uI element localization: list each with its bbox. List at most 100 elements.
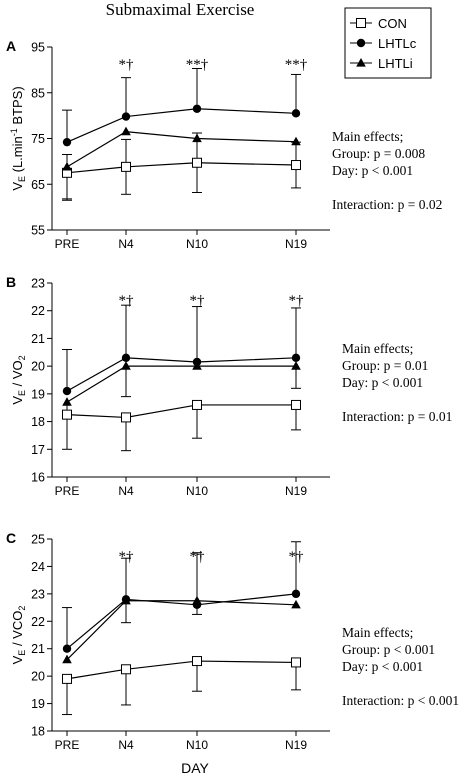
stats-annotation: Day: p < 0.001 xyxy=(342,659,423,674)
x-tick-label: PRE xyxy=(55,237,80,251)
y-tick-label: 21 xyxy=(31,642,45,656)
x-tick-label: N19 xyxy=(285,237,307,251)
lhtlc-marker xyxy=(291,353,301,363)
stats-annotation: Day: p < 0.001 xyxy=(342,375,423,390)
x-axis-label: DAY xyxy=(181,760,209,776)
panel-a: A 55 65 75 85 95 PRE N4 N10 N19 VE (L.min-1 BTPS) *… xyxy=(6,38,442,251)
lhtli-line xyxy=(66,600,297,661)
lhtli-marker xyxy=(62,654,72,664)
y-tick-label: 19 xyxy=(31,697,45,711)
y-tick-label: 85 xyxy=(31,86,45,100)
con-line xyxy=(66,162,297,174)
y-tick-label: 17 xyxy=(31,443,45,457)
con-marker xyxy=(291,657,301,668)
y-axis-label: VE (L.min-1 BTPS) xyxy=(9,86,27,190)
x-tick-label: PRE xyxy=(55,738,80,752)
panel-label: A xyxy=(6,38,16,54)
lhtli-marker xyxy=(192,595,202,605)
con-marker xyxy=(62,673,72,684)
x-tick-label: N4 xyxy=(118,738,134,752)
x-tick-label: N19 xyxy=(285,484,307,498)
stats-annotation: Main effects; xyxy=(342,625,413,640)
lhtli-marker xyxy=(121,361,131,370)
y-tick-label: 55 xyxy=(31,224,45,238)
y-tick-label: 18 xyxy=(31,415,45,429)
con-line xyxy=(66,404,296,419)
legend-label: LHTLc xyxy=(378,36,417,51)
x-tick-label: N10 xyxy=(186,738,208,752)
y-axis-label: VE / VCO2 xyxy=(10,606,27,665)
x-tick-label: N19 xyxy=(285,738,307,752)
y-tick-label: 16 xyxy=(31,471,45,485)
lhtli-marker xyxy=(121,126,131,136)
y-tick-label: 23 xyxy=(31,277,45,291)
lhtlc-marker xyxy=(291,589,301,599)
lhtli-marker xyxy=(62,161,72,171)
con-marker xyxy=(121,161,131,172)
lhtli-marker xyxy=(291,599,301,609)
x-tick-label: N4 xyxy=(118,484,134,498)
stats-annotation: Group: p < 0.001 xyxy=(342,642,435,657)
y-tick-label: 25 xyxy=(31,533,45,547)
stats-annotation: Interaction: p = 0.02 xyxy=(332,197,442,212)
lhtli-line xyxy=(66,131,297,168)
lhtli-marker xyxy=(291,361,301,370)
y-tick-label: 22 xyxy=(31,304,45,318)
panel-c: C 18 19 20 21 22 23 24 25 PRE N4 N10 N19 VE / VCO2 *† *… xyxy=(6,530,459,752)
con-marker xyxy=(356,18,366,28)
x-tick-label: N10 xyxy=(186,484,208,498)
lhtlc-marker xyxy=(62,137,72,147)
lhtli-marker xyxy=(192,361,202,370)
x-tick-label: PRE xyxy=(55,484,80,498)
stats-annotation: Interaction: p < 0.001 xyxy=(342,693,459,708)
significance-mark: **† xyxy=(285,57,308,73)
stats-annotation: Group: p = 0.01 xyxy=(342,358,428,373)
con-marker xyxy=(291,160,301,171)
y-tick-label: 19 xyxy=(31,387,45,401)
significance-mark: **† xyxy=(186,57,209,73)
y-axis-label: VE / VO2 xyxy=(10,355,27,404)
panel-b: B 16 17 18 19 20 21 22 23 PRE N4 N10 N19 VE / VO2 *† *†… xyxy=(6,274,452,498)
con-marker xyxy=(192,157,202,168)
lhtlc-marker xyxy=(192,104,202,113)
y-tick-label: 22 xyxy=(31,615,45,629)
lhtlc-line xyxy=(66,357,297,392)
con-marker xyxy=(121,664,131,675)
con-marker xyxy=(62,409,72,420)
stats-annotation: Group: p = 0.008 xyxy=(332,146,425,161)
significance-mark: *† xyxy=(289,549,305,565)
lhtli-marker xyxy=(121,595,131,605)
con-marker xyxy=(121,412,131,423)
lhtlc-marker xyxy=(62,644,72,653)
x-tick-label: N10 xyxy=(186,237,208,251)
significance-mark: *† xyxy=(119,57,135,73)
y-tick-label: 95 xyxy=(31,41,45,55)
y-tick-label: 18 xyxy=(31,725,45,739)
significance-mark: *† xyxy=(119,549,135,565)
stats-annotation: Main effects; xyxy=(332,129,403,144)
con-line xyxy=(66,660,297,680)
lhtlc-line xyxy=(66,108,297,143)
y-tick-label: 20 xyxy=(31,670,45,684)
lhtli-marker xyxy=(291,136,301,146)
y-tick-label: 21 xyxy=(31,332,45,346)
legend-label: CON xyxy=(378,16,407,31)
y-tick-label: 20 xyxy=(31,360,45,374)
significance-mark: *† xyxy=(289,293,305,309)
lhtlc-marker xyxy=(121,353,131,363)
significance-mark: *† xyxy=(190,293,206,309)
stats-annotation: Interaction: p = 0.01 xyxy=(342,409,452,424)
lhtli-line xyxy=(66,365,296,403)
lhtlc-line xyxy=(66,593,297,650)
lhtli-marker xyxy=(356,58,366,67)
legend-label: LHTLi xyxy=(378,56,413,71)
lhtlc-marker xyxy=(291,109,301,118)
lhtlc-marker xyxy=(62,386,72,396)
con-marker xyxy=(192,399,202,410)
legend: CON LHTLc LHTLi xyxy=(344,7,432,79)
lhtlc-marker xyxy=(121,112,131,121)
con-marker xyxy=(291,399,301,410)
significance-mark: *† xyxy=(119,293,135,309)
panel-label: B xyxy=(6,274,16,290)
